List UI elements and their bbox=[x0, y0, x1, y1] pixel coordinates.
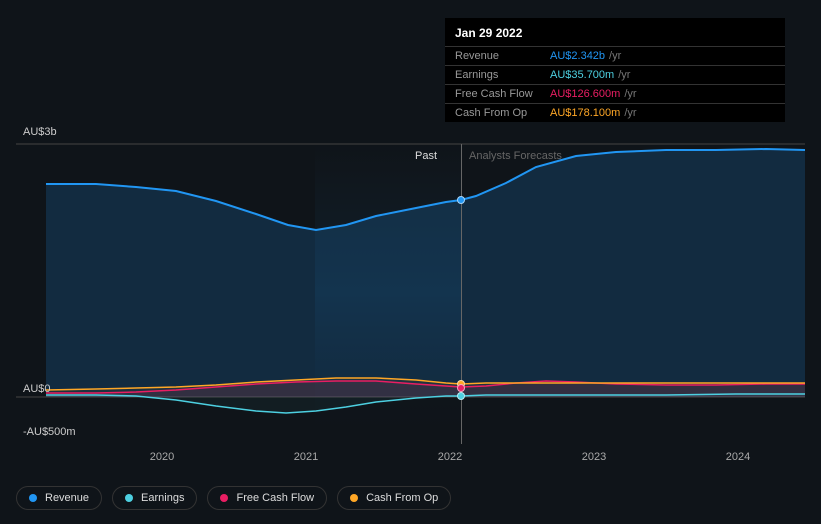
tooltip-unit: /yr bbox=[609, 50, 621, 62]
tooltip-value: AU$2.342b bbox=[550, 50, 605, 62]
cursor-point-earnings bbox=[457, 392, 465, 400]
tooltip-label: Earnings bbox=[455, 69, 550, 81]
legend-item-fcf[interactable]: Free Cash Flow bbox=[207, 486, 327, 510]
tooltip-date: Jan 29 2022 bbox=[445, 26, 785, 46]
tooltip-unit: /yr bbox=[624, 107, 636, 119]
y-axis-label: -AU$500m bbox=[23, 426, 76, 438]
tooltip-row: Free Cash FlowAU$126.600m/yr bbox=[445, 84, 785, 103]
y-axis-label: AU$0 bbox=[23, 383, 51, 395]
x-axis-label: 2020 bbox=[150, 451, 174, 463]
legend-label: Cash From Op bbox=[366, 492, 438, 504]
legend-label: Earnings bbox=[141, 492, 184, 504]
tooltip-value: AU$35.700m bbox=[550, 69, 614, 81]
x-axis-label: 2023 bbox=[582, 451, 606, 463]
x-axis-label: 2024 bbox=[726, 451, 750, 463]
legend-marker bbox=[125, 494, 133, 502]
y-axis-label: AU$3b bbox=[23, 126, 57, 138]
tooltip-row: RevenueAU$2.342b/yr bbox=[445, 46, 785, 65]
cursor-point-fcf bbox=[457, 384, 465, 392]
x-axis-label: 2022 bbox=[438, 451, 462, 463]
legend-item-revenue[interactable]: Revenue bbox=[16, 486, 102, 510]
tooltip-row: EarningsAU$35.700m/yr bbox=[445, 65, 785, 84]
tooltip-unit: /yr bbox=[624, 88, 636, 100]
cursor-point-revenue bbox=[457, 196, 465, 204]
legend: Revenue Earnings Free Cash Flow Cash From O… bbox=[16, 486, 451, 510]
legend-marker bbox=[350, 494, 358, 502]
tooltip-label: Cash From Op bbox=[455, 107, 550, 119]
legend-marker bbox=[29, 494, 37, 502]
tooltip: Jan 29 2022RevenueAU$2.342b/yrEarningsAU… bbox=[445, 18, 785, 122]
tooltip-value: AU$126.600m bbox=[550, 88, 620, 100]
past-label: Past bbox=[415, 150, 437, 162]
tooltip-value: AU$178.100m bbox=[550, 107, 620, 119]
legend-marker bbox=[220, 494, 228, 502]
tooltip-unit: /yr bbox=[618, 69, 630, 81]
legend-label: Free Cash Flow bbox=[236, 492, 314, 504]
tooltip-label: Free Cash Flow bbox=[455, 88, 550, 100]
legend-item-cfo[interactable]: Cash From Op bbox=[337, 486, 451, 510]
legend-label: Revenue bbox=[45, 492, 89, 504]
forecast-label: Analysts Forecasts bbox=[469, 150, 562, 162]
tooltip-row: Cash From OpAU$178.100m/yr bbox=[445, 103, 785, 122]
tooltip-label: Revenue bbox=[455, 50, 550, 62]
x-axis-label: 2021 bbox=[294, 451, 318, 463]
legend-item-earnings[interactable]: Earnings bbox=[112, 486, 197, 510]
